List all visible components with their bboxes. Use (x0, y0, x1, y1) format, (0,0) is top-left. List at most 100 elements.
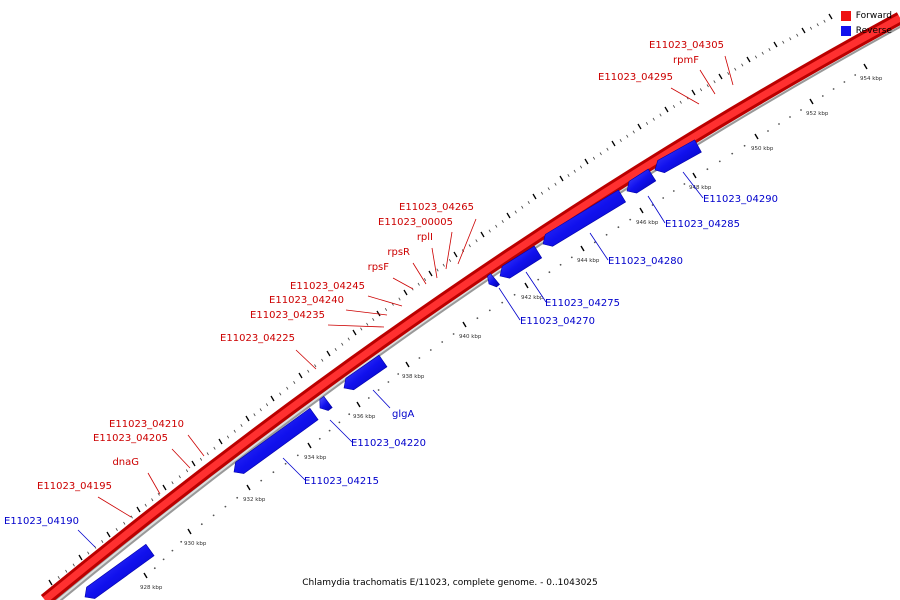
scale-minor-dot (513, 293, 516, 296)
outer-minor-tick (87, 551, 90, 555)
outer-tick (453, 251, 458, 258)
backbone-line-inner (56, 23, 900, 600)
outer-minor-tick (436, 268, 439, 272)
forward-gene-label: E11023_04225 (220, 333, 295, 344)
forward-gene-label: E11023_04295 (598, 72, 673, 83)
reverse-gene-arrow (319, 395, 333, 411)
scale-minor-dot (397, 373, 400, 375)
forward-gene-label: rplI (417, 232, 433, 243)
scale-tick-label: 952 kbp (806, 111, 829, 117)
outer-minor-tick (741, 63, 744, 67)
outer-tick (298, 372, 303, 379)
outer-tick (664, 106, 669, 113)
outer-tick (162, 484, 167, 491)
reverse-leader-line (589, 232, 609, 261)
forward-leader-line (147, 472, 161, 495)
outer-minor-tick (360, 327, 363, 331)
scale-tick-label: 944 kbp (577, 258, 600, 264)
outer-minor-tick (448, 259, 452, 262)
forward-leader-line (367, 295, 403, 307)
outer-minor-tick (384, 308, 388, 311)
outer-minor-tick (734, 67, 737, 71)
scale-minor-dot (617, 226, 620, 229)
scale-minor-dot (800, 109, 802, 111)
forward-gene-label: rpsR (387, 247, 410, 258)
outer-minor-tick (706, 84, 709, 88)
forward-gene-label: E11023_04265 (399, 202, 474, 213)
reverse-gene-arrow (654, 139, 702, 174)
scale-minor-dot (162, 558, 165, 561)
forward-leader-line (392, 277, 414, 290)
forward-gene-label: E11023_04305 (649, 40, 724, 51)
outer-minor-tick (366, 322, 369, 326)
scale-major-tick (809, 98, 814, 105)
reverse-leader-line (372, 389, 391, 409)
outer-tick (136, 506, 141, 513)
scale-minor-dot (718, 160, 721, 163)
outer-minor-tick (823, 19, 826, 23)
outer-minor-tick (206, 452, 209, 456)
scale-major-tick (462, 321, 467, 328)
scale-minor-dot (452, 333, 455, 335)
reverse-genes (84, 139, 702, 599)
forward-leader-line (295, 349, 317, 370)
outer-minor-tick (567, 174, 570, 177)
outer-tick (559, 175, 564, 182)
forward-leader-line (327, 324, 385, 328)
scale-tick-label: 950 kbp (751, 146, 774, 152)
outer-minor-tick (72, 563, 75, 567)
reverse-gene-arrow (84, 543, 155, 599)
scale-minor-dot (296, 454, 299, 457)
scale-minor-dot (171, 549, 174, 552)
reverse-gene-arrow (233, 407, 319, 474)
outer-minor-tick (679, 100, 682, 104)
outer-minor-tick (226, 435, 230, 439)
outer-tick (532, 193, 537, 200)
forward-leader-line (345, 309, 388, 316)
scale-minor-dot (767, 130, 769, 132)
outer-ticks (48, 13, 833, 586)
outer-minor-tick (809, 26, 813, 30)
outer-minor-tick (554, 182, 557, 186)
outer-minor-tick (547, 187, 550, 191)
scale-tick-label: 940 kbp (459, 334, 482, 340)
outer-minor-tick (321, 358, 324, 362)
outer-minor-tick (442, 263, 445, 267)
scale-axis: 928 kbp 930 kbp 932 kbp 934 kbp 936 kbp 938 k… (140, 63, 883, 591)
reverse-gene-label: E11023_04190 (4, 516, 79, 527)
scale-minor-dot (605, 233, 608, 236)
outer-minor-tick (372, 318, 375, 321)
scale-minor-dot (367, 397, 370, 399)
outer-minor-tick (495, 224, 498, 228)
scale-minor-dot (501, 301, 504, 304)
forward-leader-line (699, 69, 716, 95)
outer-minor-tick (233, 429, 236, 433)
scale-minor-dot (559, 263, 562, 266)
outer-minor-tick (599, 152, 602, 156)
forward-gene-label: E11023_04245 (290, 281, 365, 292)
outer-minor-tick (341, 342, 344, 346)
scale-minor-dot (537, 278, 540, 281)
reverse-gene-label: E11023_04280 (608, 256, 683, 267)
scale-tick-label: 942 kbp (521, 295, 544, 301)
scale-minor-dot (548, 271, 551, 274)
scale-major-tick (580, 245, 585, 252)
outer-minor-tick (672, 105, 676, 108)
outer-tick (326, 350, 331, 357)
outer-minor-tick (423, 278, 427, 281)
forward-swatch (840, 10, 851, 21)
outer-minor-tick (314, 364, 317, 368)
scale-minor-dot (731, 152, 734, 155)
reverse-gene-label: E11023_04290 (703, 194, 778, 205)
outer-minor-tick (417, 282, 420, 286)
reverse-gene-arrow (626, 168, 657, 194)
legend-reverse: Reverse (840, 23, 892, 38)
outer-minor-tick (171, 481, 174, 485)
forward-leader-line (445, 231, 453, 270)
scale-minor-dot (476, 317, 479, 320)
scale-minor-dot (284, 462, 287, 465)
outer-minor-tick (468, 244, 471, 248)
scale-major-tick (143, 572, 148, 579)
outer-minor-tick (789, 37, 792, 41)
scale-major-tick (524, 282, 529, 289)
